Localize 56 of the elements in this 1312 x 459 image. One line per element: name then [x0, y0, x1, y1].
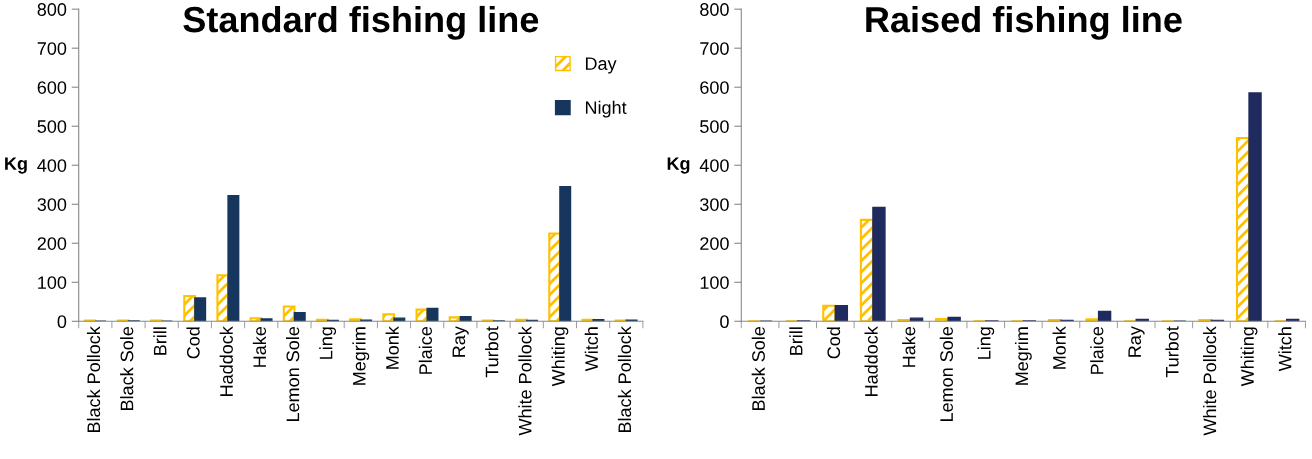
- y-tick-label: 700: [700, 42, 729, 55]
- x-tick-label: Ray: [1128, 326, 1145, 357]
- x-tick-label: Plaice: [418, 326, 433, 374]
- x-tick-label: Megrim: [352, 327, 370, 385]
- x-tick-label: Brill: [789, 327, 803, 355]
- chart-title: Standard fishing line: [183, 5, 539, 40]
- y-tick-label: 0: [720, 315, 729, 329]
- y-tick-label: 200: [700, 237, 729, 250]
- x-tick-label: Hake: [252, 326, 267, 367]
- x-tick-label: White Pollock: [1203, 326, 1217, 436]
- x-tick-label: Haddock: [219, 326, 233, 396]
- x-tick-label: Monk: [1052, 326, 1066, 369]
- y-tick-label: 200: [37, 237, 67, 250]
- y-tick-label: 100: [700, 276, 729, 290]
- x-tick-label: Cod: [186, 327, 200, 359]
- y-tick-label: 500: [700, 120, 729, 133]
- legend-label: Night: [585, 100, 627, 118]
- y-tick-label: 400: [699, 159, 729, 172]
- y-axis-title: Kg: [5, 157, 27, 174]
- y-tick-label: 500: [37, 120, 67, 133]
- x-tick-label: Lemon Sole: [939, 326, 953, 422]
- x-tick-label: Black Pollock: [617, 326, 632, 433]
- x-tick-label: Witch: [584, 327, 598, 372]
- x-tick-label: Ray: [452, 326, 469, 357]
- y-tick-label: 800: [700, 3, 729, 16]
- y-tick-label: 600: [37, 81, 67, 94]
- y-tick-label: 0: [57, 315, 67, 329]
- x-tick-label: Ling: [319, 327, 337, 359]
- x-tick-label: Cod: [826, 327, 841, 359]
- x-tick-label: Lemon Sole: [286, 326, 300, 422]
- x-tick-label: Whiting: [551, 327, 569, 387]
- y-tick-label: 100: [38, 276, 67, 290]
- x-tick-label: Black Sole: [120, 326, 134, 410]
- x-tick-label: Plaice: [1090, 326, 1104, 374]
- x-tick-label: Black Sole: [751, 326, 765, 410]
- x-tick-label: Hake: [902, 326, 916, 367]
- y-tick-label: 800: [37, 3, 67, 16]
- x-tick-label: Turbot: [1165, 326, 1179, 378]
- y-axis-title: Kg: [667, 157, 690, 174]
- x-tick-label: Megrim: [1014, 327, 1032, 385]
- y-tick-label: 700: [37, 42, 67, 55]
- x-tick-label: Witch: [1278, 327, 1292, 372]
- x-tick-label: Brill: [153, 327, 167, 355]
- x-tick-label: White Pollock: [518, 326, 532, 436]
- x-tick-label: Haddock: [864, 326, 878, 396]
- y-tick-label: 300: [700, 198, 729, 211]
- x-tick-label: Turbot: [485, 326, 499, 378]
- x-tick-label: Whiting: [1240, 327, 1258, 387]
- x-tick-label: Ling: [977, 327, 995, 359]
- y-tick-label: 600: [700, 81, 729, 94]
- x-tick-label: Monk: [385, 326, 399, 369]
- y-tick-label: 300: [37, 198, 67, 211]
- y-tick-label: 400: [37, 159, 67, 172]
- x-tick-label: Black Pollock: [86, 326, 101, 433]
- chart-title: Raised fishing line: [866, 5, 1182, 40]
- legend-label: Day: [585, 57, 617, 74]
